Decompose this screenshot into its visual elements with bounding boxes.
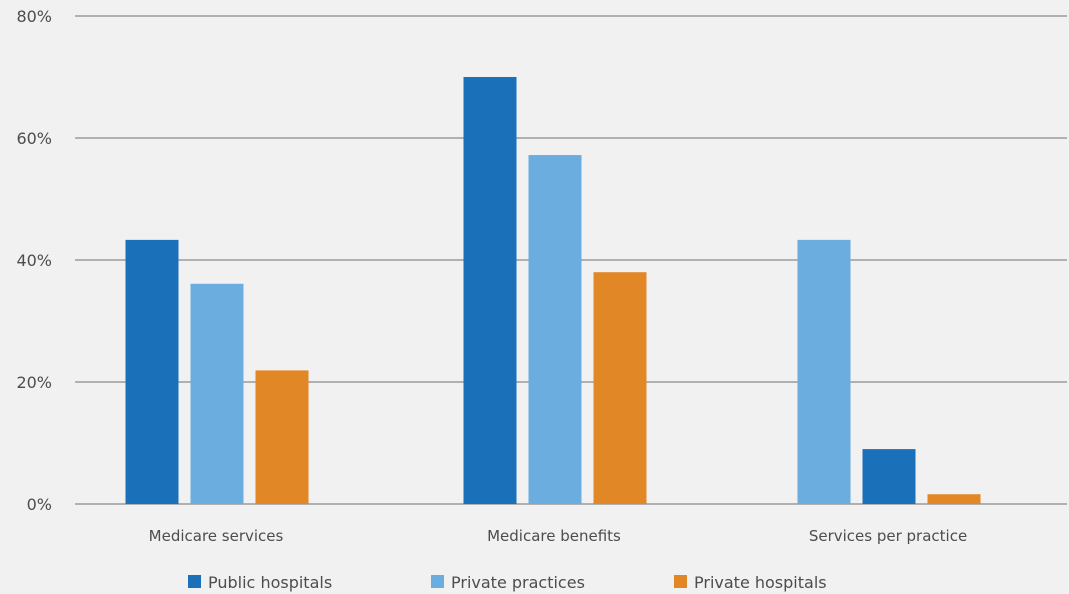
y-tick-label: 0%: [27, 495, 52, 514]
bar-public-hospitals-0: [125, 239, 179, 504]
x-category-label: Medicare benefits: [487, 527, 621, 545]
legend-item: Private practices: [431, 573, 585, 592]
bar-public-hospitals-2: [862, 449, 916, 504]
legend-swatch: [431, 575, 444, 588]
y-tick-label: 60%: [16, 129, 52, 148]
y-tick-label: 40%: [16, 251, 52, 270]
y-tick-label: 20%: [16, 373, 52, 392]
x-axis-category-labels: Medicare services Medicare benefits Servic…: [149, 527, 968, 545]
y-tick-label: 80%: [16, 7, 52, 26]
legend-swatch: [674, 575, 687, 588]
legend-label: Private hospitals: [694, 573, 827, 592]
bar-public-hospitals-1: [463, 77, 517, 504]
legend: Public hospitals Private practices Private…: [188, 573, 827, 592]
bar-private-practices-0: [190, 283, 244, 504]
bar-private-practices-1: [528, 155, 582, 504]
legend-item: Private hospitals: [674, 573, 827, 592]
x-category-label: Services per practice: [809, 527, 967, 545]
bars: [125, 77, 981, 504]
bar-private-hospitals-0: [255, 370, 309, 504]
bar-private-practices-2: [797, 239, 851, 504]
legend-item: Public hospitals: [188, 573, 332, 592]
x-category-label: Medicare services: [149, 527, 284, 545]
legend-label: Private practices: [451, 573, 585, 592]
bar-private-hospitals-1: [593, 272, 647, 504]
legend-swatch: [188, 575, 201, 588]
legend-label: Public hospitals: [208, 573, 332, 592]
y-axis-tick-labels: 0% 20% 40% 60% 80%: [16, 7, 52, 514]
bar-private-hospitals-2: [927, 494, 981, 504]
